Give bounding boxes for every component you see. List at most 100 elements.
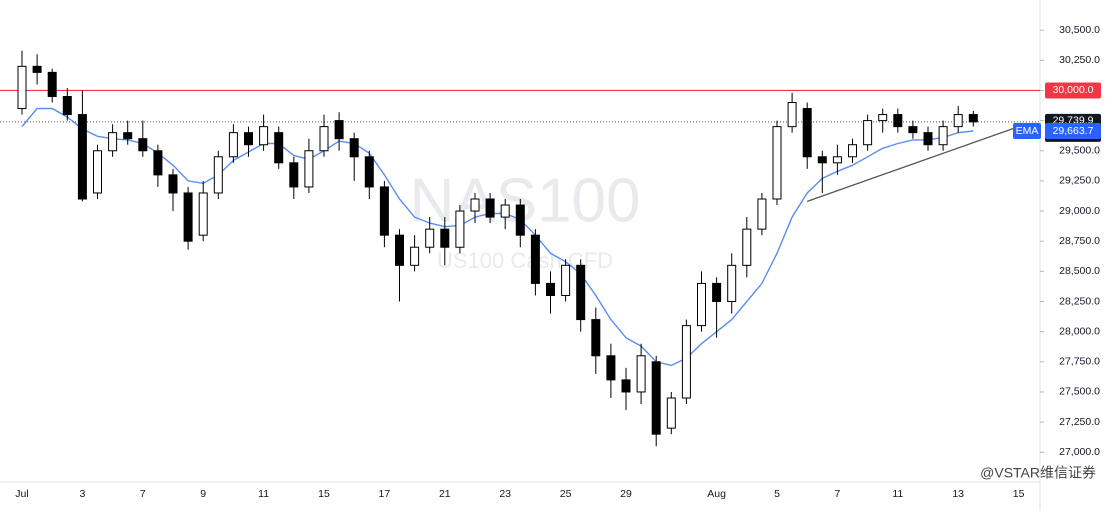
candle-body <box>530 234 540 284</box>
candle-body <box>727 264 737 303</box>
candle-body <box>198 192 208 236</box>
y-tick-label: 28,000.0 <box>1059 325 1100 337</box>
candle-body <box>244 132 253 146</box>
candle-body <box>108 132 118 152</box>
candle-body <box>908 126 918 134</box>
x-tick-label: 21 <box>439 488 451 500</box>
candle-body <box>500 204 510 218</box>
y-tick-label: 28,750.0 <box>1059 235 1100 247</box>
candle-body <box>410 246 420 266</box>
x-tick-label: Jul <box>15 488 28 500</box>
y-tick-label: 28,250.0 <box>1059 295 1100 307</box>
candle-body <box>213 156 223 194</box>
candle-body <box>621 379 631 393</box>
candle-body <box>968 114 978 123</box>
candle-body <box>591 319 601 357</box>
footer: @VSTAR维信证券 <box>980 465 1096 481</box>
ema-value-label: 29,663.7 <box>1053 125 1094 137</box>
y-tick-label: 29,500.0 <box>1059 145 1100 157</box>
candle-body <box>712 282 722 303</box>
candle-body <box>93 150 102 194</box>
candle-body <box>651 361 661 435</box>
candle-body <box>832 156 842 164</box>
candle-body <box>77 114 87 200</box>
x-tick-label: 29 <box>620 488 632 500</box>
candle-body <box>274 132 284 164</box>
candle-body <box>304 150 314 188</box>
x-tick-label: 3 <box>79 488 85 500</box>
candle-body <box>334 120 344 140</box>
x-tick-label: 25 <box>560 488 572 500</box>
candle-body <box>893 114 903 128</box>
candle-body <box>772 126 782 200</box>
y-tick-label: 30,250.0 <box>1059 54 1100 66</box>
candle-body <box>153 150 163 176</box>
candle-body <box>923 132 933 146</box>
candle-body <box>681 325 691 399</box>
candle-body <box>515 204 525 236</box>
candle-body <box>561 264 571 296</box>
candle-body <box>123 132 133 140</box>
candle-body <box>546 282 555 296</box>
candle-body <box>455 210 465 248</box>
candle-body <box>863 120 873 146</box>
candle-body <box>62 95 72 116</box>
y-tick-label: 29,000.0 <box>1059 205 1100 217</box>
x-tick-label: 7 <box>140 488 146 500</box>
candle-body <box>228 132 238 158</box>
x-tick-label: 11 <box>258 488 269 500</box>
watermark-subtitle: US100 Cash CFD <box>437 248 613 273</box>
candle-body <box>878 114 888 122</box>
candle-body <box>364 156 374 188</box>
candle-body <box>168 174 178 194</box>
candle-body <box>379 186 389 236</box>
candle-body <box>319 126 329 152</box>
candle-body <box>485 198 495 218</box>
ema-name: EMA <box>1016 125 1039 137</box>
candle-body <box>259 126 269 146</box>
ema-name-box <box>1013 123 1041 140</box>
y-tick-label: 27,750.0 <box>1059 356 1100 368</box>
candle-body <box>817 156 827 164</box>
candle-body <box>697 282 706 327</box>
candle-body <box>183 192 193 242</box>
y-tick-label: 27,500.0 <box>1059 386 1100 398</box>
x-tick-label: 11 <box>892 488 903 500</box>
candle-body <box>138 138 148 152</box>
x-tick-label: 7 <box>834 488 840 500</box>
x-tick-label: 23 <box>499 488 511 500</box>
candle-body <box>440 228 450 248</box>
x-tick-label: 9 <box>200 488 206 500</box>
candle-body <box>470 198 480 212</box>
candle-body <box>802 108 812 158</box>
candle-body <box>666 397 676 429</box>
y-tick-label: 27,250.0 <box>1059 416 1100 428</box>
y-tick-label: 27,000.0 <box>1059 446 1100 458</box>
candle-body <box>395 234 404 266</box>
x-tick-label: 13 <box>952 488 964 500</box>
candle-body <box>787 102 797 128</box>
candle-body <box>47 71 57 97</box>
candle-body <box>938 126 948 146</box>
candle-body <box>848 144 857 158</box>
ema-line <box>21 107 974 367</box>
candle-body <box>742 228 752 266</box>
level-label-box <box>1045 82 1101 99</box>
candle-body <box>606 355 616 381</box>
x-tick-label: Aug <box>707 488 726 500</box>
candle-body <box>32 65 42 73</box>
candle-body <box>289 162 299 188</box>
x-tick-label: 15 <box>318 488 330 500</box>
x-tick-label: 15 <box>1013 488 1025 500</box>
y-tick-label: 28,500.0 <box>1059 265 1100 277</box>
y-tick-label: 30,500.0 <box>1059 24 1100 36</box>
level-label: 30,000.0 <box>1053 84 1094 96</box>
ema-value-box <box>1045 123 1101 140</box>
candle-body <box>636 355 646 393</box>
candle-body <box>757 198 767 230</box>
candle-body <box>576 264 586 321</box>
trend-line <box>806 126 1019 203</box>
candle-body <box>425 228 435 248</box>
x-tick-label: 17 <box>379 488 391 500</box>
